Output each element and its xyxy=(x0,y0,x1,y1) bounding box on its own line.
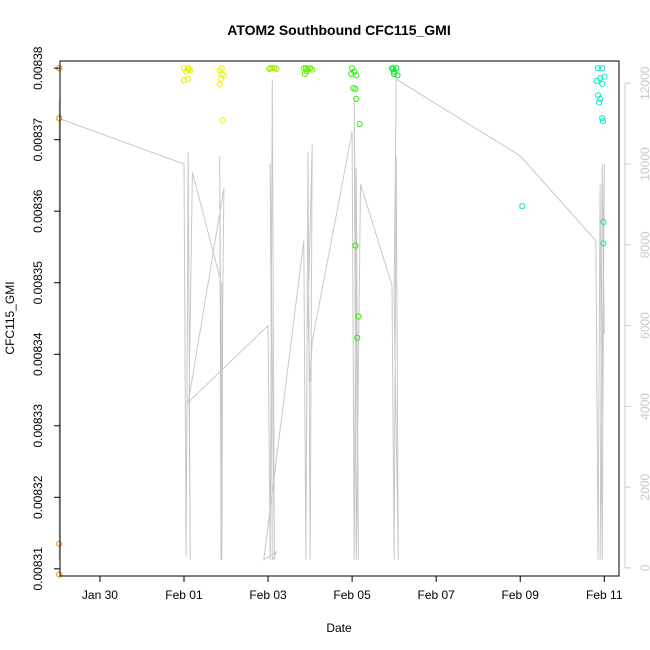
data-point xyxy=(185,75,192,83)
data-point xyxy=(185,65,193,73)
y-tick-label: 0.00832 xyxy=(31,475,45,519)
data-point xyxy=(187,67,194,74)
data-point xyxy=(519,203,526,210)
y-tick-label: 0.00836 xyxy=(31,189,45,233)
data-point xyxy=(353,95,360,103)
chart-title: ATOM2 Southbound CFC115_GMI xyxy=(227,22,451,38)
data-point xyxy=(355,313,362,320)
data-point xyxy=(219,117,226,124)
x-tick-label: Feb 11 xyxy=(586,588,623,602)
data-point xyxy=(309,66,316,73)
y-tick-label: 0.00838 xyxy=(31,46,45,90)
plot-frame xyxy=(59,60,620,577)
data-point xyxy=(599,80,606,88)
data-point xyxy=(56,115,63,122)
data-point xyxy=(56,540,63,547)
data-point xyxy=(599,65,606,72)
y2-tick-label: 10000 xyxy=(638,147,650,181)
data-point xyxy=(217,75,225,83)
data-point xyxy=(303,67,310,75)
y2-tick-label: 2000 xyxy=(638,473,650,500)
altitude-series xyxy=(58,78,605,561)
data-point xyxy=(216,81,223,88)
data-point xyxy=(390,65,397,73)
data-point xyxy=(394,72,401,79)
data-points xyxy=(56,65,608,578)
y2-axis: 0 2000 4000 6000 8000 10000 12000 xyxy=(624,66,650,571)
x-tick-label: Feb 01 xyxy=(165,588,203,602)
altitude-line xyxy=(58,78,605,561)
x-tick-label: Feb 09 xyxy=(502,588,540,602)
y2-tick-label: 8000 xyxy=(638,231,650,258)
y2-tick-label: 12000 xyxy=(638,66,650,100)
data-point xyxy=(266,65,273,73)
x-tick-label: Feb 05 xyxy=(333,588,371,602)
x-axis-label: Date xyxy=(326,621,352,635)
y-tick-label: 0.00837 xyxy=(31,118,45,162)
x-axis: Jan 30 Feb 01 Feb 03 Feb 05 Feb 07 Feb 09 Feb … xyxy=(82,576,623,602)
data-point xyxy=(600,218,607,225)
data-point xyxy=(593,77,600,85)
data-point xyxy=(56,571,63,578)
data-point xyxy=(601,73,608,80)
y-tick-label: 0.00835 xyxy=(31,261,45,305)
data-point xyxy=(356,120,363,128)
data-point xyxy=(354,334,361,341)
data-point xyxy=(393,65,400,72)
data-point xyxy=(594,65,602,72)
data-point xyxy=(599,118,607,125)
x-tick-label: Feb 07 xyxy=(417,588,455,602)
y-tick-label: 0.00833 xyxy=(31,404,45,448)
data-point xyxy=(352,242,359,249)
data-point xyxy=(267,65,274,72)
y-tick-label: 0.00831 xyxy=(31,547,45,591)
data-point xyxy=(352,85,359,93)
data-point xyxy=(597,95,604,103)
y-tick-label: 0.00834 xyxy=(31,332,45,376)
data-point xyxy=(596,99,603,106)
x-tick-label: Feb 03 xyxy=(249,588,287,602)
data-point xyxy=(273,65,280,73)
y2-tick-label: 4000 xyxy=(638,393,650,420)
y-axis: 0.00831 0.00832 0.00833 0.00834 0.00835 0.008… xyxy=(31,46,60,590)
y2-tick-label: 6000 xyxy=(638,312,650,339)
data-point xyxy=(599,115,606,122)
data-point xyxy=(269,65,276,72)
data-point xyxy=(348,70,355,78)
data-point xyxy=(218,65,225,72)
y2-tick-label: 0 xyxy=(638,564,650,571)
data-point xyxy=(180,77,188,84)
x-tick-label: Jan 30 xyxy=(82,588,118,602)
data-point xyxy=(600,240,607,247)
data-point xyxy=(220,72,227,79)
y-axis-label: CFC115_GMI xyxy=(3,281,17,354)
